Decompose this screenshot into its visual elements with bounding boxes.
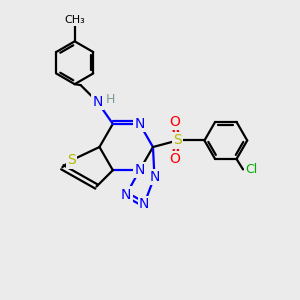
Text: N: N — [92, 95, 103, 109]
Text: Cl: Cl — [245, 163, 257, 176]
Text: N: N — [134, 117, 145, 131]
Text: N: N — [149, 170, 160, 184]
Text: O: O — [169, 115, 180, 129]
Text: CH₃: CH₃ — [64, 15, 85, 25]
Text: O: O — [169, 152, 180, 166]
Text: N: N — [134, 163, 145, 177]
Text: S: S — [173, 134, 182, 148]
Text: N: N — [139, 197, 149, 212]
Text: H: H — [105, 93, 115, 106]
Text: N: N — [121, 188, 131, 202]
Text: S: S — [67, 153, 76, 167]
